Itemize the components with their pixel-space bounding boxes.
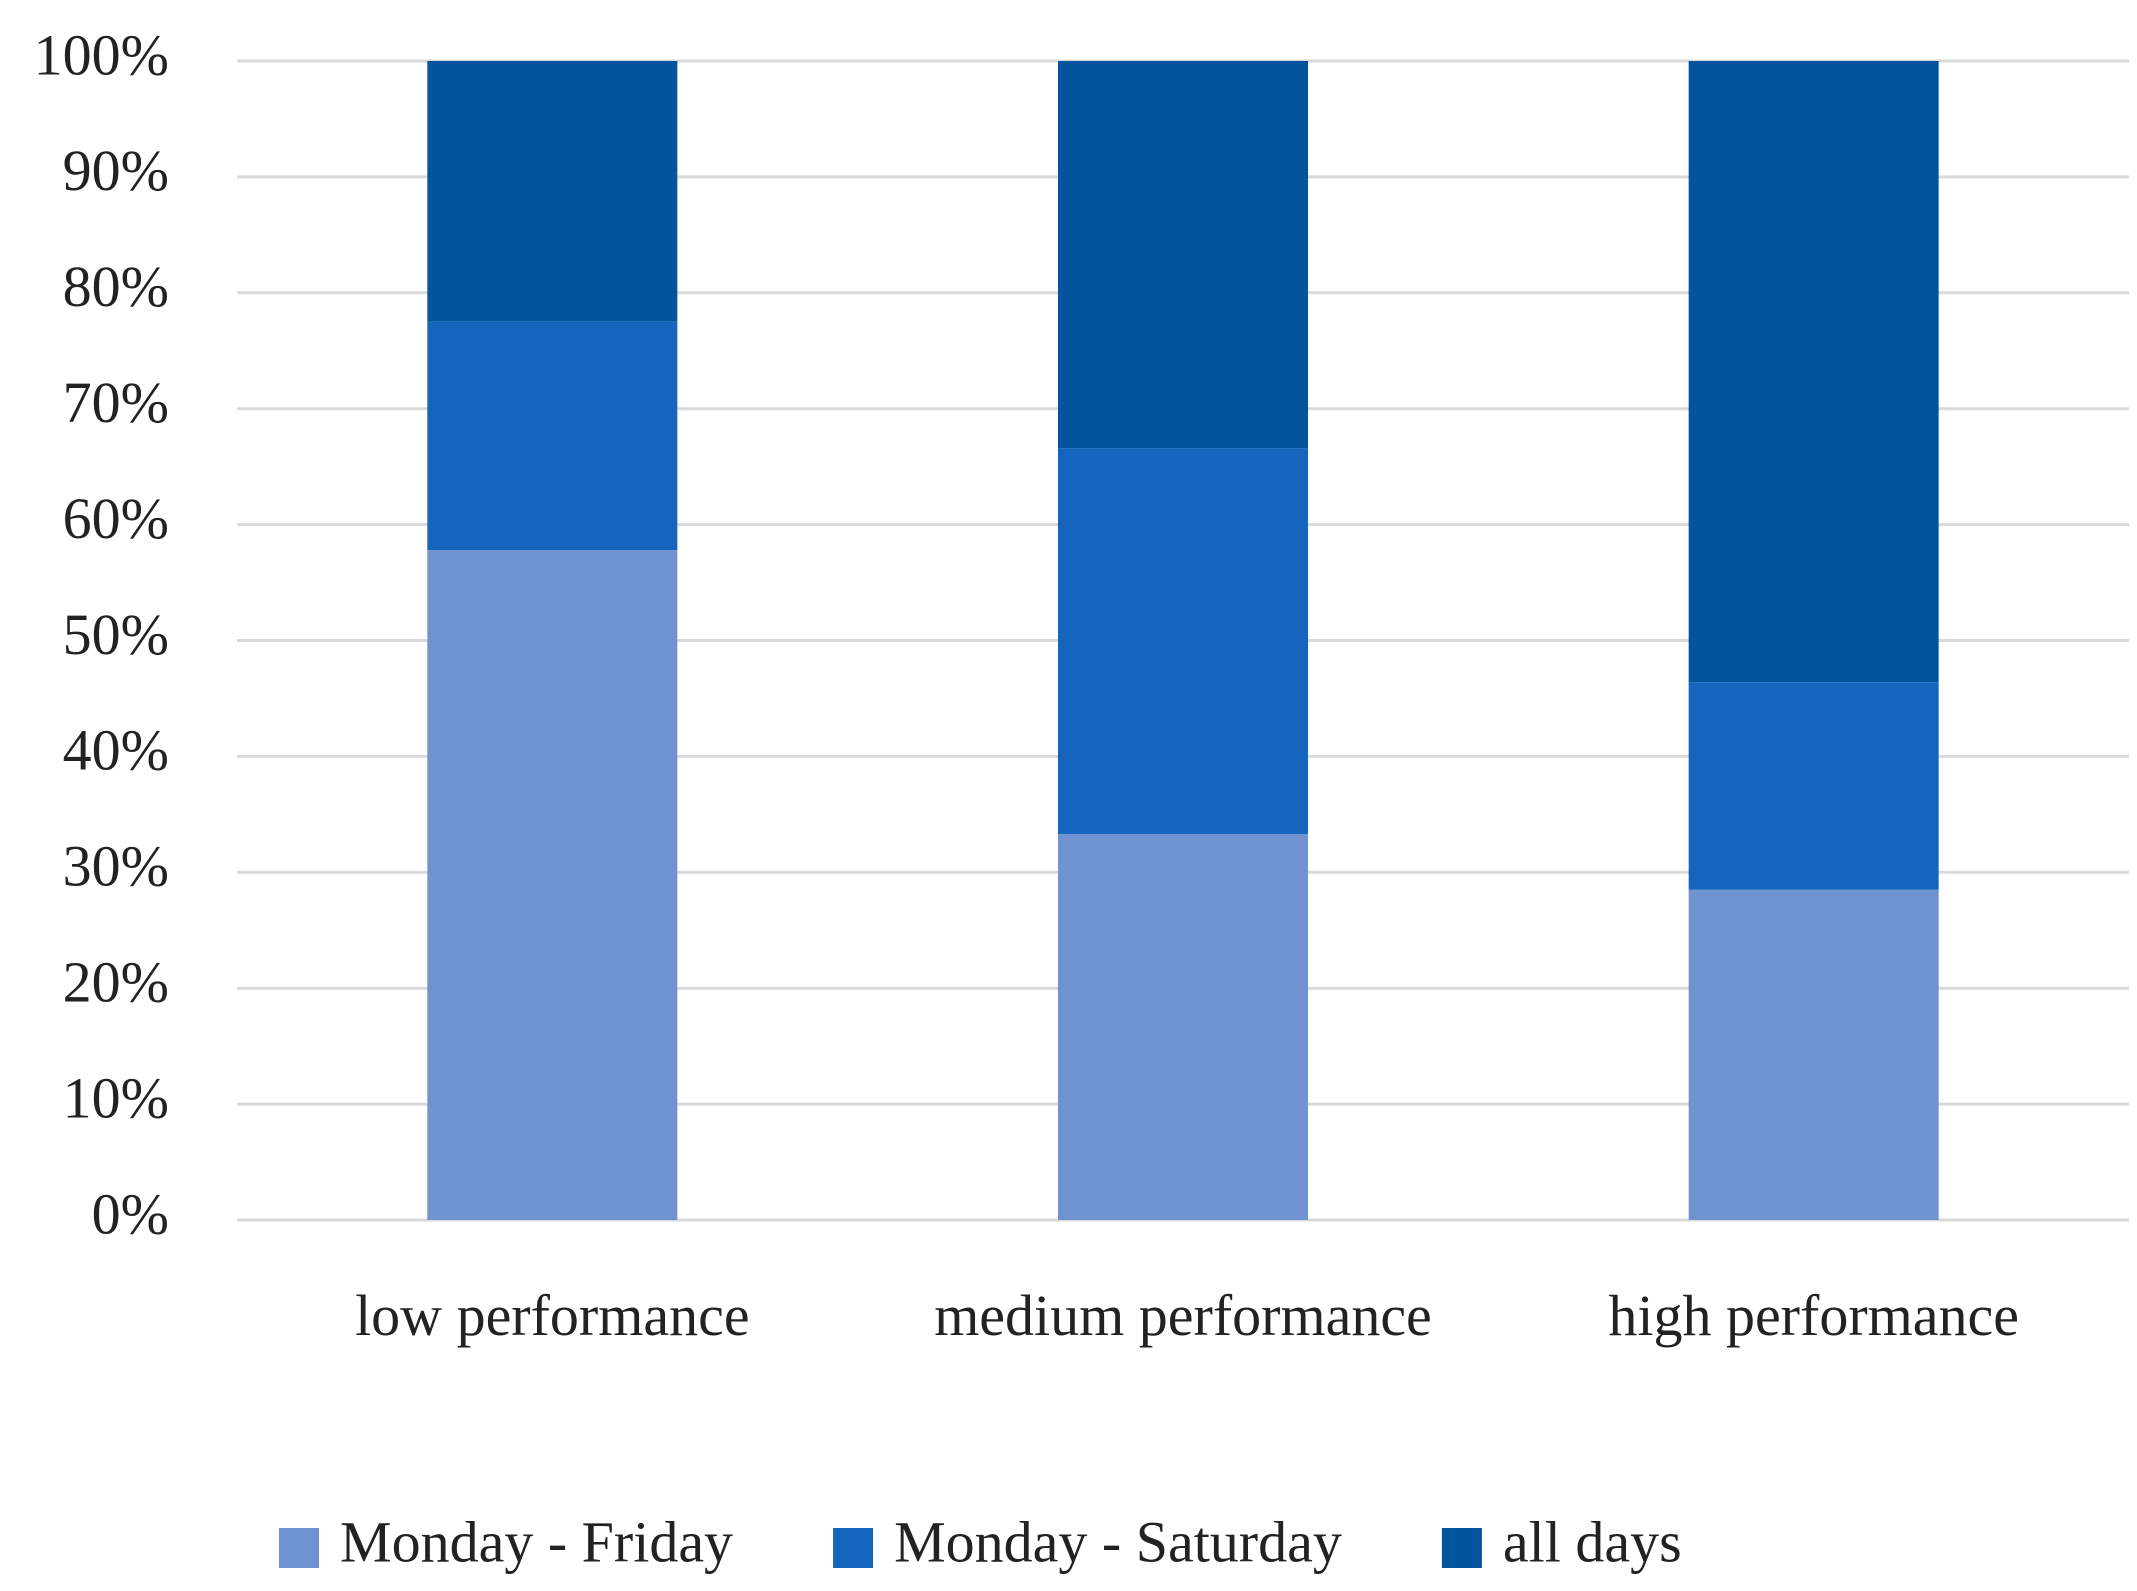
y-tick-label: 100% bbox=[34, 22, 169, 87]
x-tick-label: low performance bbox=[355, 1283, 750, 1348]
y-tick-label: 70% bbox=[63, 370, 169, 435]
y-tick-label: 80% bbox=[63, 254, 169, 319]
bar-segment bbox=[427, 321, 678, 551]
legend-swatch bbox=[1441, 1528, 1482, 1568]
bar-segment bbox=[1688, 61, 1939, 683]
x-tick-label: high performance bbox=[1608, 1283, 2019, 1348]
bar-segment bbox=[1058, 61, 1308, 449]
y-tick-label: 60% bbox=[63, 486, 169, 551]
legend-swatch bbox=[279, 1528, 319, 1568]
legend-label: all days bbox=[1503, 1509, 1682, 1574]
legend-label: Monday - Friday bbox=[340, 1509, 733, 1574]
y-tick-label: 90% bbox=[63, 138, 169, 203]
bar-segment bbox=[1688, 889, 1939, 1220]
bar-segment bbox=[1688, 682, 1939, 890]
bar-segment bbox=[1058, 834, 1308, 1220]
bar-segment bbox=[427, 550, 678, 1220]
legend-label: Monday - Saturday bbox=[894, 1509, 1342, 1574]
y-tick-label: 50% bbox=[63, 602, 169, 667]
y-tick-label: 10% bbox=[63, 1065, 169, 1130]
y-tick-label: 40% bbox=[63, 718, 169, 783]
y-tick-label: 0% bbox=[92, 1181, 169, 1246]
bar-segment bbox=[427, 61, 678, 322]
y-tick-label: 30% bbox=[63, 834, 169, 899]
bar-segment bbox=[1058, 448, 1308, 835]
y-tick-label: 20% bbox=[63, 950, 169, 1015]
x-tick-label: medium performance bbox=[934, 1283, 1432, 1348]
legend-swatch bbox=[833, 1528, 874, 1568]
